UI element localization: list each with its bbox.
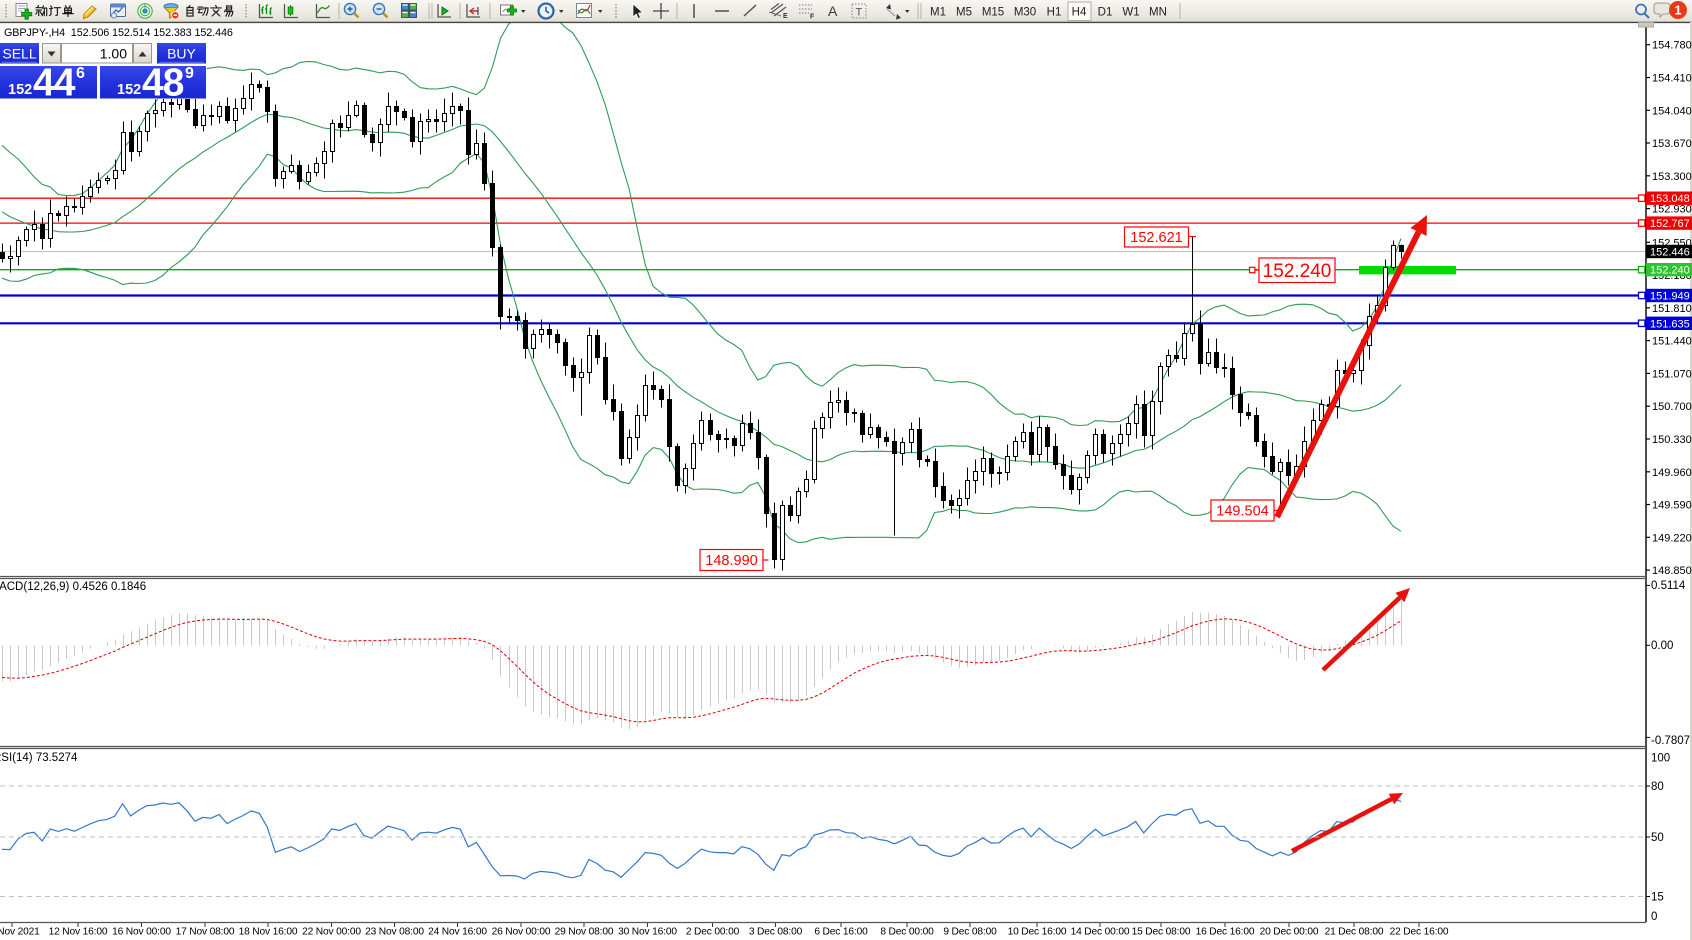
svg-text:0: 0	[1651, 911, 1657, 923]
svg-text:M5: M5	[956, 7, 972, 19]
svg-text:22 Dec 16:00: 22 Dec 16:00	[1390, 927, 1449, 938]
svg-text:153.670: 153.670	[1652, 138, 1692, 150]
svg-text:SELL: SELL	[2, 46, 36, 62]
svg-text:153.048: 153.048	[1650, 193, 1690, 205]
svg-text:26 Nov 00:00: 26 Nov 00:00	[492, 927, 551, 938]
svg-text:M15: M15	[982, 7, 1004, 19]
svg-text:152: 152	[117, 82, 141, 98]
svg-text:6 Dec 16:00: 6 Dec 16:00	[814, 927, 868, 938]
svg-text:80: 80	[1651, 781, 1664, 793]
svg-text:149.504: 149.504	[1216, 504, 1268, 520]
svg-text:6: 6	[76, 65, 85, 82]
svg-text:152.240: 152.240	[1650, 265, 1690, 277]
svg-text:11 Nov 2021: 11 Nov 2021	[0, 927, 40, 938]
svg-text:MN: MN	[1149, 7, 1167, 19]
svg-text:H1: H1	[1047, 7, 1062, 19]
svg-text:29 Nov 08:00: 29 Nov 08:00	[555, 927, 614, 938]
svg-text:RSI(14) 73.5274: RSI(14) 73.5274	[0, 752, 78, 764]
svg-text:16 Dec 16:00: 16 Dec 16:00	[1196, 927, 1255, 938]
svg-text:A: A	[828, 3, 838, 19]
svg-text:9: 9	[185, 65, 194, 82]
svg-text:30 Nov 16:00: 30 Nov 16:00	[618, 927, 677, 938]
svg-text:M1: M1	[930, 7, 946, 19]
svg-text:8 Dec 00:00: 8 Dec 00:00	[880, 927, 934, 938]
svg-text:151.070: 151.070	[1652, 368, 1692, 380]
svg-text:50: 50	[1651, 832, 1664, 844]
svg-text:154.410: 154.410	[1652, 73, 1692, 85]
svg-text:22 Nov 00:00: 22 Nov 00:00	[302, 927, 361, 938]
svg-text:154.780: 154.780	[1652, 40, 1692, 52]
svg-text:15 Dec 08:00: 15 Dec 08:00	[1132, 927, 1191, 938]
svg-text:-0.7807: -0.7807	[1651, 735, 1690, 747]
svg-text:W1: W1	[1122, 7, 1139, 19]
svg-text:MACD(12,26,9) 0.4526 0.1846: MACD(12,26,9) 0.4526 0.1846	[0, 581, 146, 593]
svg-text:D1: D1	[1098, 7, 1113, 19]
svg-text:16 Nov 00:00: 16 Nov 00:00	[112, 927, 171, 938]
svg-text:14 Dec 00:00: 14 Dec 00:00	[1071, 927, 1130, 938]
svg-text:12 Nov 16:00: 12 Nov 16:00	[49, 927, 108, 938]
svg-text:151.440: 151.440	[1652, 336, 1692, 348]
svg-text:149.220: 149.220	[1652, 532, 1692, 544]
svg-text:48: 48	[142, 62, 184, 105]
svg-text:E: E	[783, 13, 788, 20]
svg-text:0.5114: 0.5114	[1651, 580, 1686, 592]
svg-text:M30: M30	[1014, 7, 1036, 19]
svg-text:20 Dec 00:00: 20 Dec 00:00	[1260, 927, 1319, 938]
svg-text:152.446: 152.446	[1650, 247, 1690, 259]
svg-text:10 Dec 16:00: 10 Dec 16:00	[1008, 927, 1067, 938]
svg-text:150.330: 150.330	[1652, 434, 1692, 446]
svg-text:154.040: 154.040	[1652, 105, 1692, 117]
svg-text:15: 15	[1651, 892, 1664, 904]
svg-text:GBPJPY-,H4 152.506 152.514 15: GBPJPY-,H4 152.506 152.514 152.383 152.4…	[4, 27, 233, 39]
svg-text:152.930: 152.930	[1652, 204, 1692, 216]
svg-text:F: F	[810, 14, 815, 21]
svg-text:148.990: 148.990	[705, 553, 757, 569]
svg-text:3 Dec 08:00: 3 Dec 08:00	[749, 927, 803, 938]
svg-text:152.240: 152.240	[1263, 261, 1332, 282]
svg-text:1: 1	[1674, 3, 1681, 18]
svg-text:17 Nov 08:00: 17 Nov 08:00	[176, 927, 235, 938]
svg-text:9 Dec 08:00: 9 Dec 08:00	[943, 927, 997, 938]
svg-text:152: 152	[8, 82, 32, 98]
svg-text:BUY: BUY	[167, 46, 196, 62]
svg-text:151.635: 151.635	[1650, 318, 1690, 330]
svg-text:148.850: 148.850	[1652, 565, 1692, 577]
svg-text:18 Nov 16:00: 18 Nov 16:00	[239, 927, 298, 938]
svg-text:21 Dec 08:00: 21 Dec 08:00	[1325, 927, 1384, 938]
svg-text:0.00: 0.00	[1651, 640, 1673, 652]
svg-text:152.767: 152.767	[1650, 218, 1690, 230]
svg-text:2 Dec 00:00: 2 Dec 00:00	[686, 927, 740, 938]
svg-text:151.949: 151.949	[1650, 291, 1690, 303]
svg-text:149.960: 149.960	[1652, 467, 1692, 479]
svg-text:152.621: 152.621	[1130, 230, 1182, 246]
svg-text:151.810: 151.810	[1652, 303, 1692, 315]
svg-text:150.700: 150.700	[1652, 401, 1692, 413]
svg-text:44: 44	[33, 62, 76, 105]
svg-text:1.00: 1.00	[100, 46, 127, 62]
svg-text:23 Nov 08:00: 23 Nov 08:00	[365, 927, 424, 938]
svg-text:149.590: 149.590	[1652, 500, 1692, 512]
svg-text:24 Nov 16:00: 24 Nov 16:00	[428, 927, 487, 938]
svg-text:100: 100	[1651, 753, 1670, 765]
svg-text:H4: H4	[1072, 7, 1087, 19]
svg-text:153.300: 153.300	[1652, 171, 1692, 183]
svg-text:T: T	[856, 7, 863, 19]
